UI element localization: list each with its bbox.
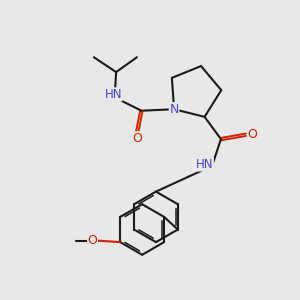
Text: HN: HN xyxy=(104,88,122,101)
Text: N: N xyxy=(169,103,179,116)
Text: O: O xyxy=(88,234,98,247)
Text: O: O xyxy=(247,128,257,141)
Text: O: O xyxy=(132,132,142,145)
Text: HN: HN xyxy=(196,158,213,171)
